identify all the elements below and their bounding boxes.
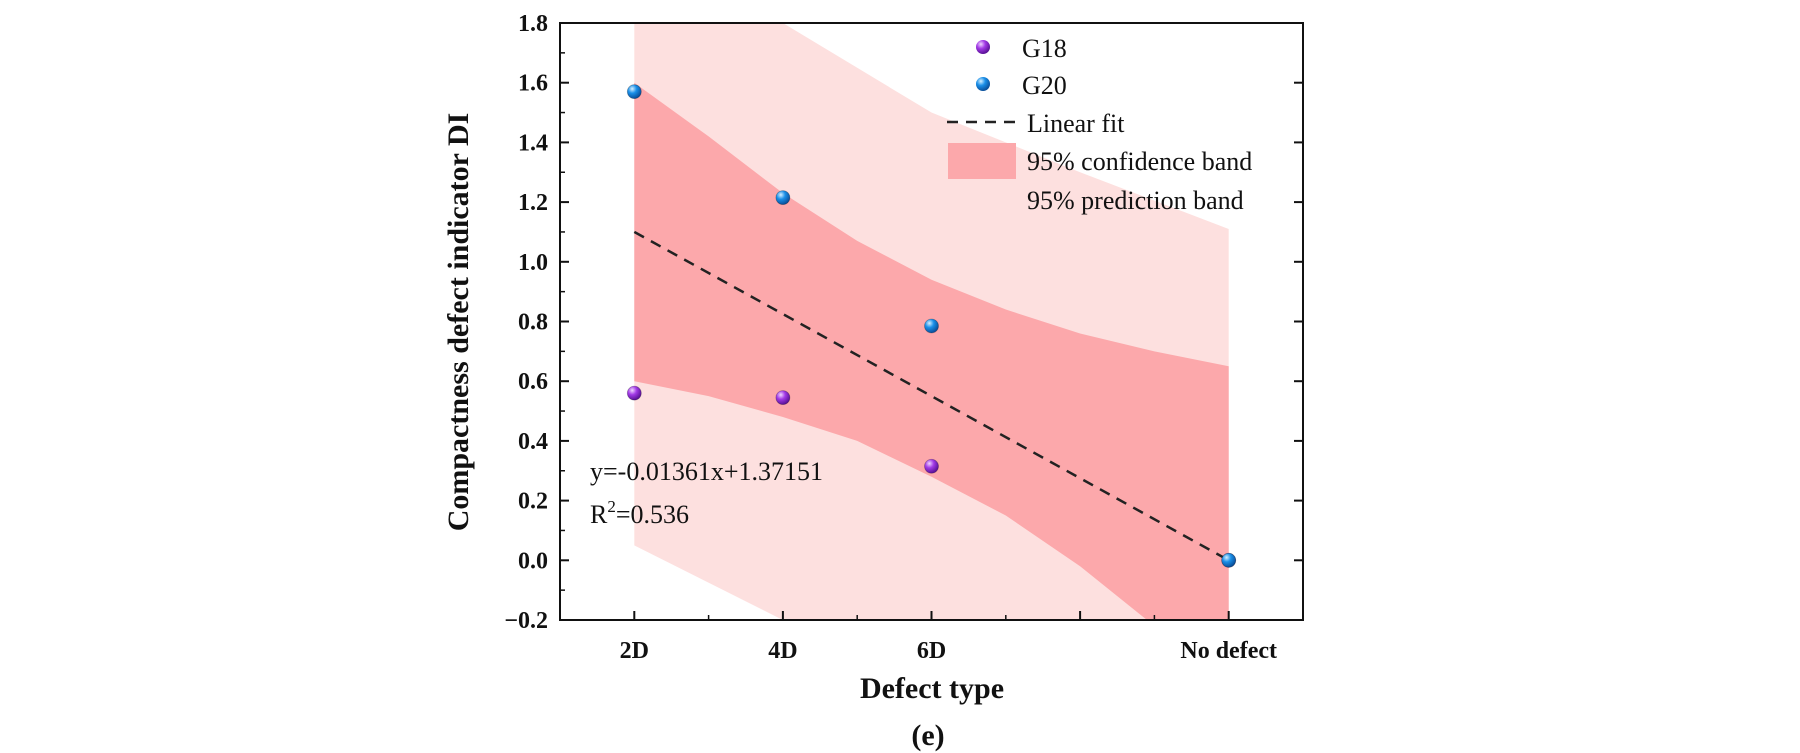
r-squared-symbol: R: [590, 500, 608, 529]
y-axis: −0.2 0.0 0.2 0.4 0.6 0.8 1.0 1.2 1.4 1.6 1.8: [504, 11, 1303, 634]
y-axis-title: Compactness defect indicator DI: [442, 113, 475, 532]
x-tick-label: 2D: [620, 638, 649, 664]
y-tick-label: 0.4: [518, 429, 548, 455]
figure-caption: (e): [911, 719, 944, 752]
r-squared-superscript: 2: [607, 497, 616, 516]
y-tick-label: −0.2: [504, 608, 548, 634]
x-axis-title: Defect type: [860, 672, 1004, 705]
y-tick-label: 1.4: [518, 130, 548, 156]
point-g20-4d: [775, 190, 791, 206]
y-tick-label: 0.8: [518, 310, 548, 336]
legend-label-g20: G20: [1022, 71, 1067, 100]
y-tick-label: 0.6: [518, 369, 548, 395]
y-tick-label: 1.0: [518, 250, 548, 276]
y-tick-label: 0.2: [518, 489, 548, 515]
point-g18-6d: [924, 458, 939, 474]
legend-marker-g20: [976, 77, 990, 91]
y-tick-label: 1.6: [518, 71, 548, 97]
point-g20-no-defect: [1221, 552, 1237, 568]
x-tick-label: 6D: [917, 638, 946, 664]
x-tick-label: No defect: [1180, 638, 1277, 664]
legend-label-g18: G18: [1022, 34, 1067, 63]
point-g18-4d: [775, 390, 791, 406]
x-axis: 2D 4D 6D No defect: [559, 611, 1304, 664]
point-g20-6d: [924, 318, 939, 334]
legend-label-confidence-band: 95% confidence band: [1027, 147, 1252, 176]
legend-label-linear-fit: Linear fit: [1027, 109, 1125, 138]
legend-marker-g18: [976, 40, 990, 54]
r-squared: R2=0.536: [590, 497, 689, 529]
y-tick-label: 0.0: [518, 548, 548, 574]
legend-label-prediction-band: 95% prediction band: [1027, 186, 1244, 215]
y-tick-label: 1.2: [518, 190, 548, 216]
y-tick-label: 1.8: [518, 11, 548, 37]
legend-swatch-confidence-band: [948, 143, 1016, 179]
legend: G18 G20 Linear fit 95% confidence band 9…: [947, 34, 1252, 218]
confidence-band: [634, 82, 1229, 620]
point-g18-2d: [626, 385, 642, 401]
point-g20-2d: [626, 84, 642, 100]
legend-swatch-prediction-band: [948, 182, 1016, 218]
x-tick-label: 4D: [768, 638, 797, 664]
fit-equation: y=-0.01361x+1.37151: [590, 457, 823, 486]
r-squared-value: =0.536: [616, 500, 689, 529]
